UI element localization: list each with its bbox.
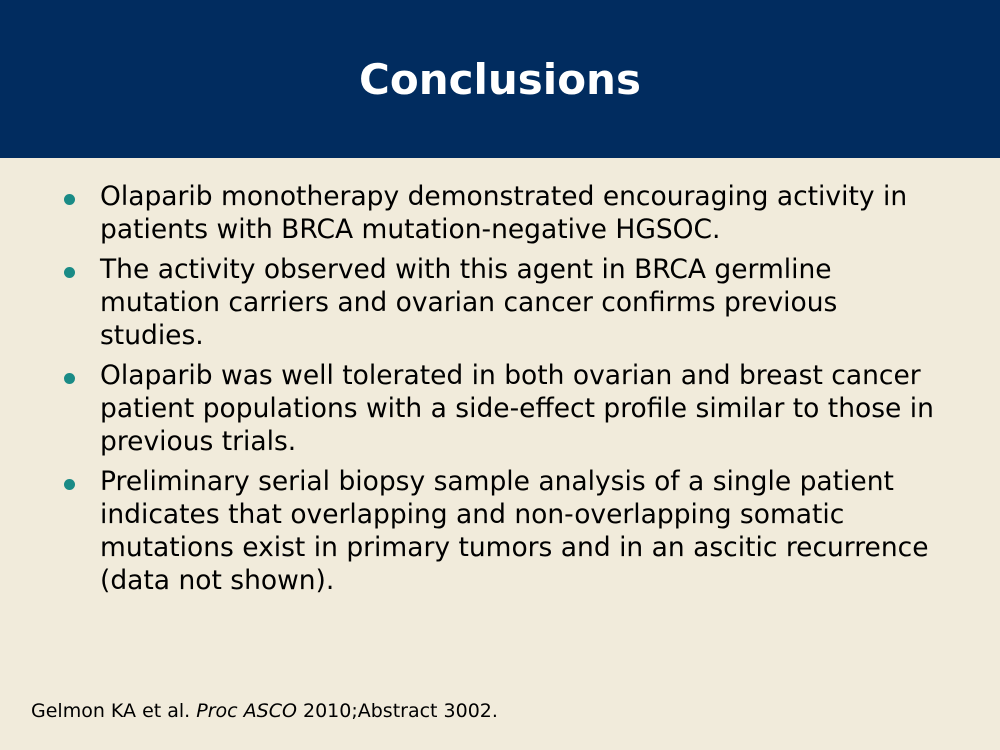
citation-details: 2010;Abstract 3002. bbox=[302, 700, 498, 722]
bullet-dot-icon bbox=[64, 479, 75, 490]
citation-journal: Proc ASCO bbox=[196, 700, 297, 722]
bullet-text: Preliminary serial biopsy sample analysi… bbox=[100, 466, 929, 596]
citation: Gelmon KA et al. Proc ASCO 2010;Abstract… bbox=[31, 698, 498, 724]
bullet-item: Olaparib monotherapy demonstrated encour… bbox=[60, 180, 940, 246]
title-bar: Conclusions bbox=[0, 0, 1000, 158]
bullet-dot-icon bbox=[64, 194, 75, 205]
bullet-item: Olaparib was well tolerated in both ovar… bbox=[60, 359, 940, 458]
bullet-item: Preliminary serial biopsy sample analysi… bbox=[60, 465, 940, 597]
bullet-item: The activity observed with this agent in… bbox=[60, 253, 940, 352]
bullet-text: Olaparib was well tolerated in both ovar… bbox=[100, 360, 934, 457]
bullet-dot-icon bbox=[64, 373, 75, 384]
bullet-list: Olaparib monotherapy demonstrated encour… bbox=[60, 180, 940, 604]
citation-authors: Gelmon KA et al. bbox=[31, 700, 191, 722]
bullet-text: The activity observed with this agent in… bbox=[100, 254, 838, 351]
bullet-dot-icon bbox=[64, 267, 75, 278]
slide-title: Conclusions bbox=[359, 55, 641, 104]
bullet-text: Olaparib monotherapy demonstrated encour… bbox=[100, 181, 908, 245]
